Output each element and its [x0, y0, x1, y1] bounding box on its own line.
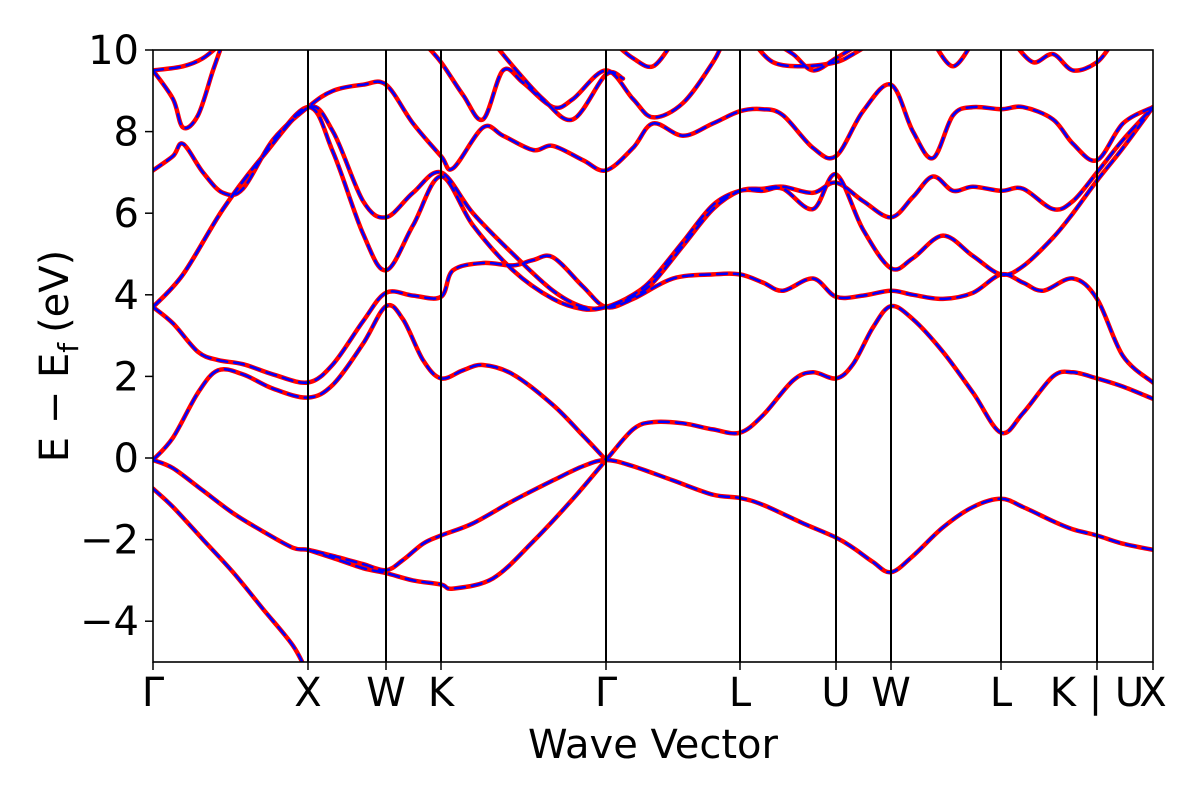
band-line-dashed [153, 303, 608, 462]
kpoint-divider-lines [307, 50, 1098, 662]
band-line-dashed [620, 50, 669, 69]
x-tick-label: L [729, 670, 752, 716]
band-line-solid [305, 303, 1153, 592]
y-tick-label: −4 [80, 599, 139, 645]
y-tick-label: 4 [114, 273, 139, 319]
band-line-dashed [428, 50, 721, 122]
band-line-solid [935, 50, 971, 69]
band-line-dashed [153, 50, 222, 130]
band-line-dashed [784, 50, 853, 72]
x-tick-label: X [1139, 670, 1166, 716]
y-tick-label: 6 [114, 191, 139, 237]
band-line-dashed [1018, 50, 1110, 72]
band-line-dashed [497, 50, 625, 122]
band-line-dashed [153, 254, 1153, 385]
x-tick-label: K | U [1050, 670, 1144, 716]
y-axis-label-subscript: f [52, 342, 85, 353]
band-line-solid [153, 104, 1153, 312]
band-line-dashed [153, 50, 216, 72]
y-axis-label-unit: (eV) [32, 250, 78, 333]
band-line-solid [153, 79, 1153, 198]
band-line-dashed [153, 487, 304, 662]
band-line-dashed [306, 304, 1153, 591]
y-tick-label: −2 [80, 518, 139, 564]
x-tick-label: W [871, 670, 911, 716]
y-axis-label: E − Ef (eV) [32, 250, 85, 463]
plot-frame [152, 49, 1154, 663]
x-tick-label: W [366, 670, 406, 716]
band-line-solid [153, 486, 305, 662]
y-axis-label-main: E − E [32, 353, 78, 463]
band-line-solid [153, 302, 609, 463]
x-tick-label: Γ [142, 670, 165, 716]
x-tick-label: U [821, 670, 850, 716]
band-line-dashed [153, 80, 1153, 197]
y-tick-label: 2 [114, 354, 139, 400]
x-tick-label: X [294, 670, 321, 716]
x-tick-label: L [990, 670, 1013, 716]
y-axis: −4 −2 0 2 4 6 8 10 [80, 28, 153, 645]
band-line-dashed [153, 458, 1153, 574]
band-line-solid [756, 50, 865, 69]
x-tick-label: Γ [595, 670, 618, 716]
y-tick-label: 0 [114, 436, 139, 482]
y-tick-label: 8 [114, 110, 139, 156]
band-line-solid [153, 457, 1153, 575]
band-line-dashed [758, 50, 863, 68]
y-tick-label: 10 [88, 28, 139, 74]
x-axis-label: Wave Vector [528, 722, 779, 768]
x-tick-label: K [428, 670, 456, 716]
bands-layer [153, 50, 1153, 662]
band-line-solid [618, 50, 671, 70]
